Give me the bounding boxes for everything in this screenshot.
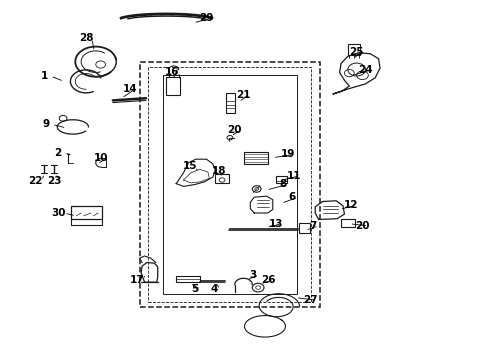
Text: 19: 19 (281, 149, 295, 159)
Bar (340, 220, 354, 227)
Text: 23: 23 (47, 176, 61, 186)
Text: 4: 4 (210, 284, 218, 294)
Text: 29: 29 (199, 13, 213, 23)
Text: 27: 27 (303, 295, 317, 305)
Text: 12: 12 (343, 200, 357, 210)
Text: 8: 8 (278, 179, 285, 189)
Bar (165, 77, 180, 95)
Text: 11: 11 (286, 171, 301, 181)
Text: 6: 6 (288, 192, 295, 202)
Bar (244, 152, 267, 164)
Text: 26: 26 (260, 275, 275, 285)
Text: 1: 1 (41, 71, 48, 81)
Text: 2: 2 (55, 148, 61, 158)
Bar (299, 223, 309, 233)
Text: 3: 3 (249, 270, 256, 280)
Bar (276, 176, 286, 183)
Text: 21: 21 (236, 90, 250, 100)
Text: 20: 20 (227, 125, 242, 135)
Text: 25: 25 (349, 46, 363, 57)
Bar (71, 206, 102, 220)
Text: 14: 14 (122, 84, 137, 94)
Bar (225, 93, 234, 113)
Bar (215, 174, 228, 183)
Bar (176, 276, 199, 282)
Bar (148, 67, 311, 302)
Text: 10: 10 (93, 153, 108, 163)
Bar (163, 75, 296, 294)
Text: 24: 24 (357, 64, 372, 75)
Text: 18: 18 (211, 166, 226, 176)
Text: 17: 17 (130, 275, 144, 285)
Text: 13: 13 (268, 219, 283, 229)
Bar (347, 44, 359, 55)
Text: 16: 16 (165, 67, 179, 77)
Text: 28: 28 (79, 33, 93, 43)
Text: 7: 7 (308, 221, 316, 231)
Text: 5: 5 (191, 284, 198, 294)
Bar (140, 62, 320, 307)
Text: 22: 22 (28, 176, 43, 186)
Text: 20: 20 (354, 221, 369, 231)
Text: 30: 30 (51, 208, 65, 218)
Text: 9: 9 (42, 120, 49, 129)
Text: 15: 15 (182, 161, 197, 171)
